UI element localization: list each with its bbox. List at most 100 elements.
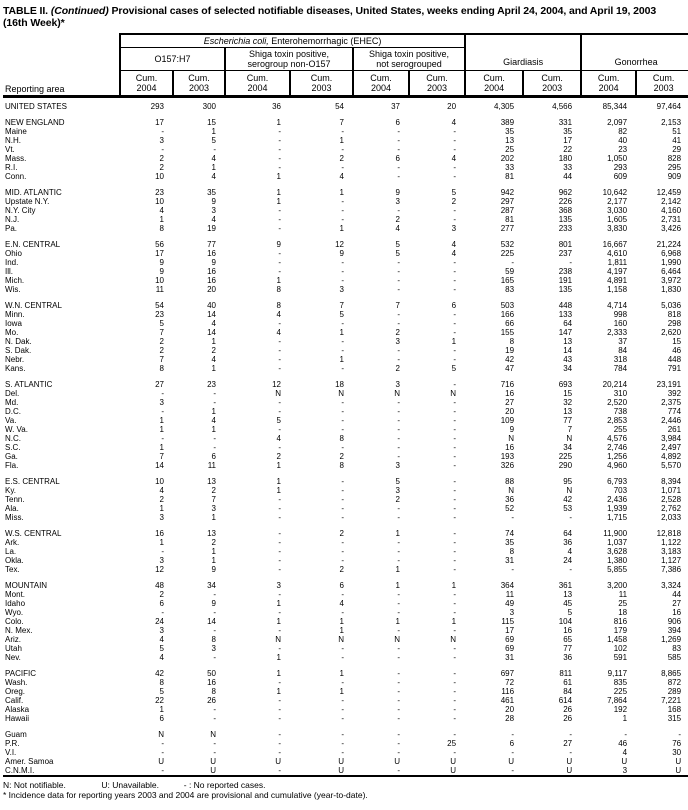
value-cell: 69: [505, 644, 515, 653]
value-cell: 30: [672, 748, 682, 757]
value-cell: 4: [159, 653, 164, 662]
value-cell: 4: [159, 206, 164, 215]
table-row: N.J. 1 4 - - 2 - 81 135 1,605 2,731: [3, 215, 688, 224]
value-cell: 64: [563, 529, 573, 538]
value-cell: 5: [451, 364, 457, 373]
reporting-area-label: Mass.: [5, 154, 27, 163]
value-cell: -: [397, 608, 400, 617]
reporting-area-label: Nebr.: [5, 355, 25, 364]
table-row: Minn. 23 14 4 5 - - 166 133 998 818: [3, 310, 688, 319]
table-row: W.N. CENTRAL 54 40 8 7 7 6 503 448 4,714 5,036: [3, 294, 688, 310]
value-cell: 8: [276, 285, 281, 294]
reporting-area-label: Guam: [5, 730, 27, 739]
value-cell: 9: [159, 267, 164, 276]
value-cell: 1: [339, 626, 344, 635]
value-cell: 4,566: [552, 102, 573, 111]
value-cell: 9: [509, 425, 515, 434]
reporting-area-label: S. Dak.: [5, 346, 32, 355]
value-cell: -: [453, 495, 457, 504]
value-cell: -: [341, 337, 344, 346]
value-cell: 4,197: [607, 267, 628, 276]
cum-column-header: Cum. 2004: [580, 70, 637, 98]
value-cell: 19: [207, 224, 216, 233]
value-cell: 20: [207, 285, 216, 294]
value-cell: -: [397, 425, 400, 434]
value-cell: 1,939: [607, 504, 628, 513]
value-cell: 1: [159, 443, 164, 452]
value-cell: 155: [500, 328, 515, 337]
table-row: Ill. 9 16 - - - - 59 238 4,197 6,464: [3, 267, 688, 276]
value-cell: U: [210, 766, 216, 775]
reporting-area-label: Mich.: [5, 276, 25, 285]
value-cell: 3,972: [661, 276, 682, 285]
reporting-area-label: E.S. CENTRAL: [5, 477, 60, 486]
value-cell: -: [453, 608, 457, 617]
table-row: Utah 5 3 - - - - 69 77 102 83: [3, 644, 688, 653]
value-cell: -: [278, 224, 281, 233]
value-cell: -: [161, 748, 164, 757]
value-cell: 7: [567, 425, 573, 434]
value-cell: 166: [500, 310, 515, 319]
value-cell: 2: [211, 346, 216, 355]
value-cell: -: [453, 407, 457, 416]
table-title-text: Provisional cases of selected notifiable…: [111, 5, 657, 17]
value-cell: 774: [667, 407, 682, 416]
value-cell: -: [453, 669, 457, 678]
table-row: Pa. 8 19 - 1 4 3 277 233 3,830 3,426: [3, 224, 688, 233]
value-cell: 4: [211, 416, 216, 425]
value-cell: -: [453, 215, 457, 224]
value-cell: 1,380: [607, 556, 628, 565]
reporting-area-label: Wash.: [5, 678, 28, 687]
reporting-area-label: Del.: [5, 389, 20, 398]
value-cell: 3,628: [607, 547, 628, 556]
value-cell: -: [453, 380, 457, 389]
value-cell: -: [278, 398, 281, 407]
value-cell: 1: [339, 224, 344, 233]
reporting-area-label: Wis.: [5, 285, 21, 294]
value-cell: -: [341, 407, 344, 416]
value-cell: 4: [339, 172, 344, 181]
value-cell: -: [397, 538, 400, 547]
cum-column-header: Cum. 2003: [522, 70, 582, 98]
cum-column-header: Cum. 2003: [289, 70, 353, 98]
value-cell: 14: [155, 461, 164, 470]
value-cell: 23,191: [656, 380, 682, 389]
footnote-dash: - : No reported cases.: [183, 780, 266, 790]
value-cell: 2: [395, 495, 400, 504]
table-row: S. Dak. 2 2 - - - - 19 14 84 46: [3, 346, 688, 355]
value-cell: -: [453, 172, 457, 181]
value-cell: 2: [339, 452, 344, 461]
table-title-continued: (Continued): [50, 5, 109, 17]
value-cell: 5: [159, 687, 164, 696]
shiga-serogroup-line1: Shiga toxin positive,: [248, 49, 330, 59]
table-row: Va. 1 4 5 - - - 109 77 2,853 2,446: [3, 416, 688, 425]
value-cell: -: [213, 389, 216, 398]
reporting-area-header: Reporting area: [3, 34, 120, 98]
value-cell: -: [453, 136, 457, 145]
reporting-area-label: MOUNTAIN: [5, 581, 48, 590]
reporting-area-label: Calif.: [5, 696, 24, 705]
reporting-area-label: La.: [5, 547, 17, 556]
value-cell: 238: [558, 267, 573, 276]
value-cell: 1: [276, 486, 281, 495]
value-cell: 784: [613, 364, 628, 373]
value-cell: -: [341, 590, 344, 599]
giardiasis-group-header: Giardiasis: [464, 33, 582, 71]
value-cell: -: [341, 364, 344, 373]
value-cell: -: [161, 739, 164, 748]
value-cell: 4,960: [607, 461, 628, 470]
reporting-area-label: Hawaii: [5, 714, 30, 723]
value-cell: 7: [211, 495, 216, 504]
value-cell: -: [397, 407, 400, 416]
value-cell: 8: [159, 224, 164, 233]
value-cell: 1: [339, 328, 344, 337]
value-cell: 4,576: [607, 434, 628, 443]
value-cell: -: [453, 687, 457, 696]
value-cell: 5: [159, 644, 164, 653]
value-cell: 2,375: [661, 398, 682, 407]
value-cell: -: [397, 653, 400, 662]
value-cell: -: [341, 163, 344, 172]
value-cell: 7,386: [661, 565, 682, 574]
value-cell: 906: [667, 617, 682, 626]
value-cell: 3: [159, 513, 164, 522]
